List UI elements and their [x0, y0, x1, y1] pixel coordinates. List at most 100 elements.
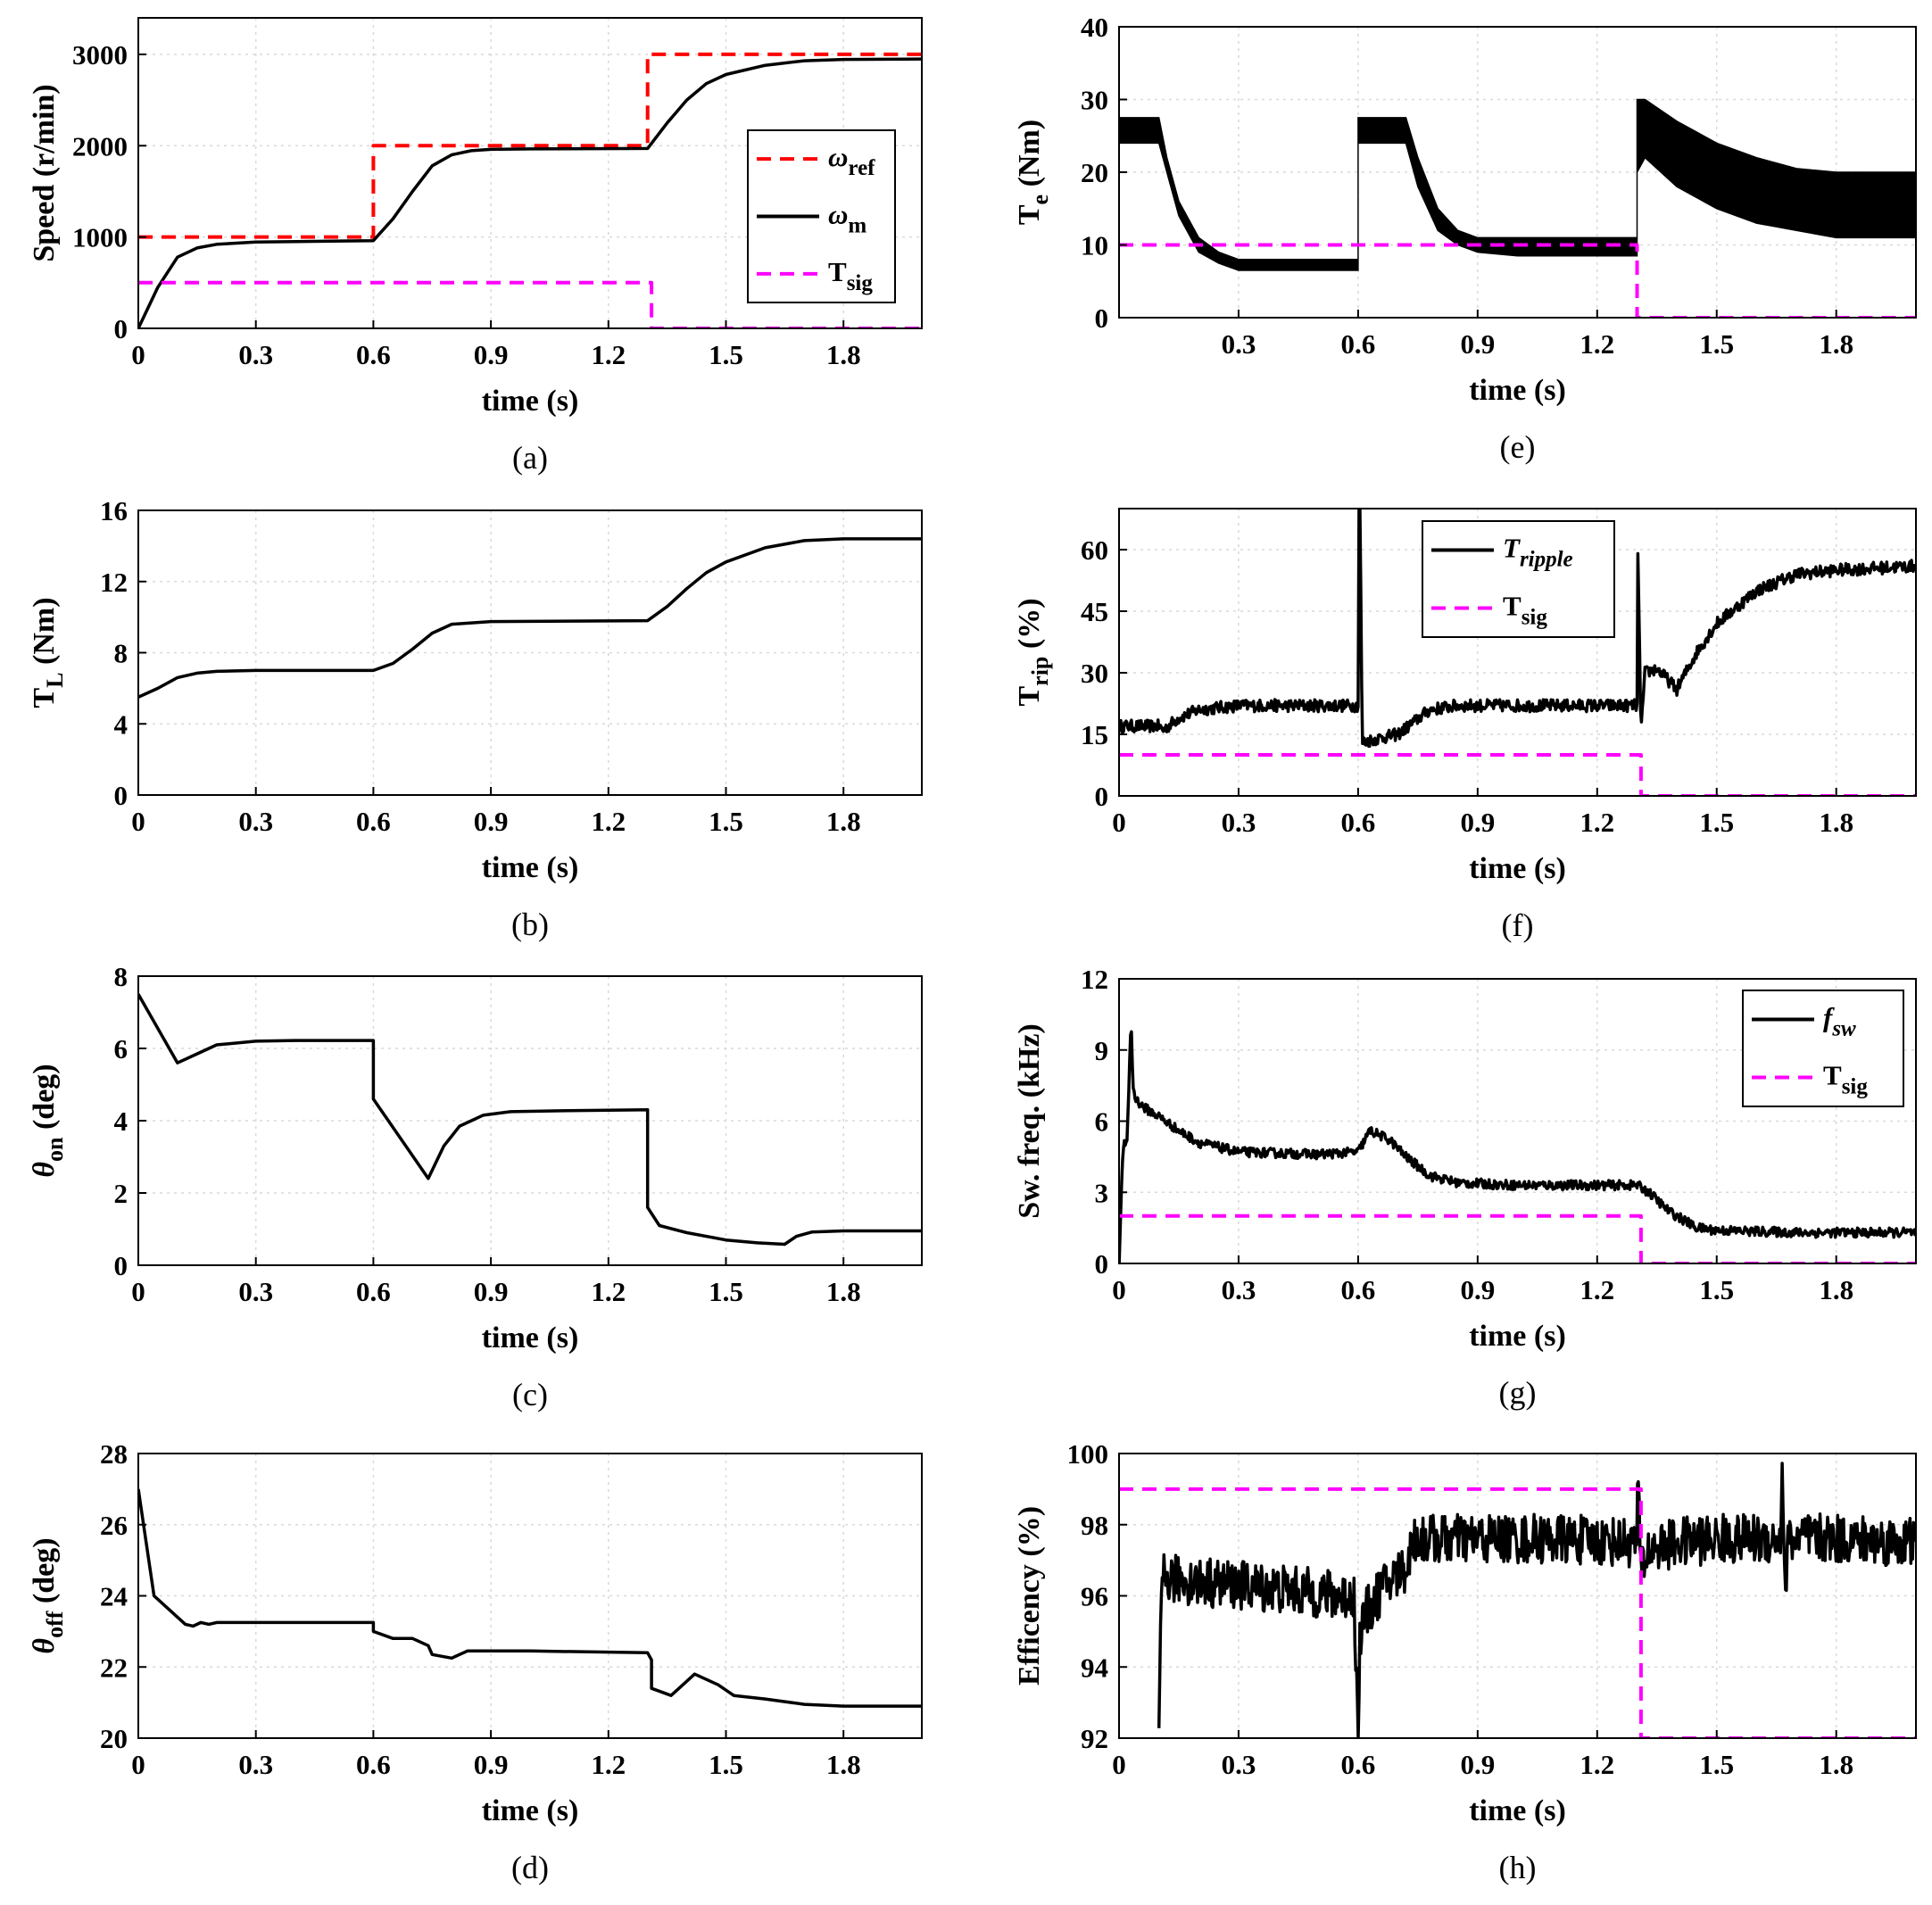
x-tick-label: 0.9 — [474, 806, 509, 837]
series-line-1 — [1119, 1487, 1916, 1738]
legend-label: Tsig — [1823, 1060, 1868, 1099]
y-tick-label: 2000 — [72, 130, 128, 162]
legend-label: Tsig — [1503, 591, 1547, 630]
x-axis-label: time (s) — [1469, 1320, 1566, 1353]
panel-caption: (g) — [1499, 1375, 1537, 1411]
chart-panel-a: 0 0.3 0.6 0.9 1.2 1.5 1.8 0 1000 2000 3000 time (s)… — [28, 17, 923, 476]
y-tick-label: 20 — [1081, 157, 1108, 188]
x-axis-label: time (s) — [482, 385, 579, 418]
y-axis-label: Trip (%) — [1013, 598, 1053, 706]
y-tick-label: 4 — [114, 708, 129, 740]
x-tick-label: 0.6 — [356, 1276, 391, 1307]
plot-area — [138, 1488, 922, 1708]
y-tick-label: 92 — [1081, 1723, 1108, 1754]
series-line-2 — [138, 280, 922, 328]
y-tick-label: 96 — [1081, 1581, 1108, 1612]
x-tick-label: 0.6 — [356, 339, 391, 370]
series-line-0 — [1157, 1462, 1916, 1738]
legend: Tripple Tsig — [1422, 520, 1615, 638]
y-tick-label: 3 — [1095, 1177, 1109, 1208]
plot-area — [1119, 509, 1916, 796]
x-tick-label: 1.2 — [1580, 1749, 1614, 1780]
x-tick-label: 1.8 — [1819, 1274, 1853, 1305]
chart-panel-f: 0 0.3 0.6 0.9 1.2 1.5 1.8 0 15 30 45 60 time (s) Trip… — [1013, 508, 1917, 943]
chart-panel-b: 0 0.3 0.6 0.9 1.2 1.5 1.8 0 4 8 12 16 time (s) TL (Nm… — [28, 495, 923, 942]
series-line-0 — [1119, 509, 1916, 749]
x-tick-label: 0.3 — [1222, 328, 1256, 360]
y-tick-label: 8 — [114, 638, 129, 669]
plot-area — [1119, 98, 1916, 318]
y-tick-label: 8 — [114, 961, 129, 992]
y-tick-label: 98 — [1081, 1510, 1108, 1541]
x-tick-label: 1.5 — [709, 1276, 743, 1307]
x-tick-label: 1.5 — [1699, 328, 1734, 360]
x-tick-label: 0 — [1112, 1274, 1126, 1305]
series-line-1 — [1119, 1213, 1916, 1263]
y-axis-label: Speed (r/min) — [28, 84, 61, 261]
y-tick-label: 60 — [1081, 534, 1108, 566]
y-tick-label: 24 — [100, 1581, 128, 1612]
x-tick-label: 0.6 — [1341, 1749, 1376, 1780]
x-tick-label: 0.6 — [1341, 328, 1376, 360]
y-tick-label: 30 — [1081, 85, 1108, 116]
axes-box — [1118, 508, 1917, 797]
plot-area — [138, 993, 922, 1247]
x-tick-label: 1.2 — [1580, 328, 1614, 360]
y-tick-label: 3000 — [72, 39, 128, 70]
y-tick-label: 12 — [100, 567, 128, 598]
panel-caption: (b) — [511, 907, 549, 942]
y-tick-label: 45 — [1081, 596, 1108, 627]
x-tick-label: 0.3 — [238, 339, 273, 370]
legend-label: Tripple — [1503, 533, 1573, 572]
y-axis-label: Sw. freq. (kHz) — [1013, 1023, 1046, 1218]
x-tick-label: 0 — [131, 806, 145, 837]
y-tick-label: 28 — [100, 1438, 128, 1470]
y-tick-label: 20 — [100, 1723, 128, 1754]
x-tick-label: 0 — [1112, 807, 1126, 838]
y-tick-label: 0 — [114, 780, 129, 811]
y-axis-label: θoff (deg) — [28, 1537, 68, 1653]
panel-caption: (f) — [1502, 907, 1534, 943]
y-tick-label: 22 — [100, 1652, 128, 1683]
x-tick-label: 0.6 — [356, 806, 391, 837]
legend-box — [1742, 990, 1904, 1107]
x-tick-label: 0 — [131, 1276, 145, 1307]
y-tick-label: 0 — [1095, 1248, 1109, 1280]
y-tick-label: 4 — [114, 1106, 129, 1137]
y-tick-label: 0 — [114, 313, 129, 344]
legend-label: fsw — [1823, 1002, 1856, 1041]
panel-caption: (a) — [512, 440, 548, 476]
x-tick-label: 0.6 — [1341, 1274, 1376, 1305]
chart-panel-d: 0 0.3 0.6 0.9 1.2 1.5 1.8 20 22 24 26 28 time (s) θof… — [28, 1438, 923, 1885]
x-tick-label: 0.3 — [238, 1749, 273, 1780]
x-tick-label: 1.5 — [1699, 1274, 1734, 1305]
series-line-0 — [138, 1488, 922, 1708]
y-tick-label: 30 — [1081, 658, 1108, 689]
series-line-0 — [138, 52, 922, 239]
x-axis-label: time (s) — [1469, 1794, 1566, 1827]
x-tick-label: 1.8 — [1819, 807, 1853, 838]
y-axis-label: θon (deg) — [28, 1064, 68, 1177]
chart-panel-e: 0.3 0.6 0.9 1.2 1.5 1.8 0 10 20 30 40 time (s) Te (N… — [1013, 12, 1917, 465]
legend-label: Tsig — [828, 256, 873, 295]
x-tick-label: 1.8 — [1819, 328, 1853, 360]
x-tick-label: 0.9 — [474, 1749, 509, 1780]
panel-caption: (d) — [511, 1850, 549, 1885]
y-tick-label: 0 — [114, 1250, 129, 1281]
x-tick-label: 1.2 — [591, 339, 626, 370]
x-tick-label: 0.3 — [1222, 1749, 1256, 1780]
y-tick-label: 9 — [1095, 1035, 1109, 1066]
x-tick-label: 1.8 — [826, 339, 861, 370]
y-tick-label: 0 — [1095, 781, 1109, 812]
plot-area — [138, 52, 922, 328]
series-line-0 — [138, 537, 922, 699]
x-tick-label: 0.6 — [356, 1749, 391, 1780]
y-axis-label: TL (Nm) — [28, 597, 68, 708]
chart-panel-h: 0 0.3 0.6 0.9 1.2 1.5 1.8 92 94 96 98 100 time (s) Ef… — [1013, 1438, 1917, 1885]
x-tick-label: 0.3 — [1222, 1274, 1256, 1305]
y-tick-label: 16 — [100, 495, 128, 526]
y-tick-label: 94 — [1081, 1652, 1108, 1683]
panel-caption: (c) — [512, 1377, 548, 1412]
y-tick-label: 12 — [1081, 964, 1108, 995]
